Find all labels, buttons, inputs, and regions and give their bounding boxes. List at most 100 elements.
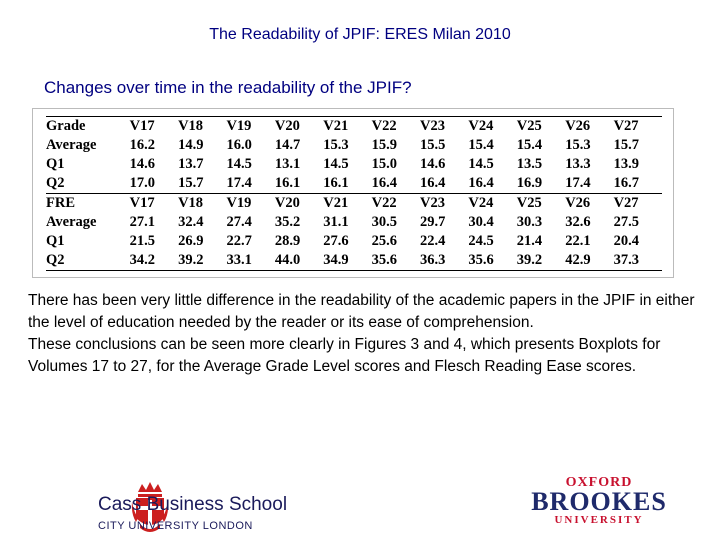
table-cell: 27.5	[613, 214, 639, 230]
table-cell: 16.1	[323, 175, 349, 191]
table-cell: 37.3	[613, 251, 662, 271]
table-cell: 36.3	[420, 251, 469, 271]
table-cell: 15.7	[613, 137, 639, 153]
table-cell: 15.3	[565, 137, 591, 153]
table-cell: 14.5	[226, 156, 252, 172]
table-cell: 42.9	[565, 251, 614, 271]
table-cell: 24.5	[468, 233, 494, 249]
table-column-header: V25	[516, 193, 566, 213]
table-cell: 22.1	[565, 233, 591, 249]
table-cell: 34.9	[323, 251, 372, 271]
table-cell: 44.0	[274, 251, 324, 271]
table-header-row: Grade V17 V18 V19 V20 V21 V22 V23 V24 V25 V26 V27	[46, 116, 662, 136]
readability-table-image: Grade V17 V18 V19 V20 V21 V22 V23 V24 V25 V26 V27 Av…	[32, 108, 674, 278]
slide-subtitle: Changes over time in the readability of …	[44, 78, 412, 97]
table-column-header: V27	[613, 193, 662, 213]
table-cell: 15.4	[468, 137, 494, 153]
table-cell: 16.9	[516, 175, 543, 191]
table-column-header: V26	[565, 116, 614, 136]
table-cell: 29.7	[420, 214, 446, 230]
table-row: Average 16.2 14.9 16.0 14.7 15.3 15.9 15.5 15.4 1…	[46, 136, 662, 155]
table-cell: 15.3	[323, 137, 349, 153]
table-column-header: V20	[274, 193, 324, 213]
table-cell: 27.4	[226, 214, 252, 230]
table-cell: 31.1	[323, 214, 349, 230]
table-cell: 25.6	[371, 233, 397, 249]
table-row-label: Q1	[46, 233, 65, 249]
table-cell: 26.9	[178, 233, 204, 249]
table-column-header: V19	[226, 193, 275, 213]
table-section-label: Grade	[46, 116, 130, 136]
table-cell: 15.7	[178, 175, 204, 191]
table-column-header: V27	[613, 116, 662, 136]
table-cell: 15.9	[371, 137, 397, 153]
table-cell: 34.2	[129, 251, 179, 271]
readability-table: Grade V17 V18 V19 V20 V21 V22 V23 V24 V25 V26 V27 Av…	[46, 116, 662, 271]
oxford-brookes-logo: OXFORD BROOKES UNIVERSITY	[531, 475, 667, 526]
table-cell: 14.6	[129, 156, 156, 172]
table-cell: 17.0	[129, 175, 156, 191]
table-row: Q2 34.2 39.2 33.1 44.0 34.9 35.6 36.3 35.6 39.2 42…	[46, 251, 662, 271]
table-cell: 17.4	[565, 175, 591, 191]
table-cell: 32.6	[565, 214, 591, 230]
table-cell: 16.7	[613, 175, 639, 191]
page-title: The Readability of JPIF: ERES Milan 2010	[209, 26, 511, 43]
table-row: Q2 17.0 15.7 17.4 16.1 16.1 16.4 16.4 16.4 16.9 17…	[46, 174, 662, 194]
table-column-header: V25	[516, 116, 566, 136]
table-cell: 13.5	[516, 156, 543, 172]
table-row-label: Q2	[46, 175, 65, 191]
table-cell: 16.4	[371, 175, 397, 191]
table-cell: 16.1	[274, 175, 301, 191]
table-cell: 27.6	[323, 233, 349, 249]
table-column-header: V18	[178, 116, 227, 136]
table-cell: 14.9	[178, 137, 204, 153]
table-column-header: V24	[468, 193, 517, 213]
table-column-header: V19	[226, 116, 275, 136]
brookes-line2: BROOKES	[531, 487, 667, 516]
brookes-line3: UNIVERSITY	[554, 514, 643, 526]
table-column-header: V26	[565, 193, 614, 213]
table-column-header: V17	[129, 193, 179, 213]
table-row-label: Average	[46, 137, 97, 153]
table-cell: 16.4	[468, 175, 494, 191]
table-cell: 13.7	[178, 156, 204, 172]
table-cell: 28.9	[274, 233, 301, 249]
table-cell: 16.2	[129, 137, 156, 153]
table-cell: 14.5	[468, 156, 494, 172]
body-paragraph-2: These conclusions can be seen more clear…	[28, 336, 661, 375]
table-row-label: Q1	[46, 156, 65, 172]
table-column-header: V23	[420, 116, 469, 136]
table-column-header: V21	[323, 116, 372, 136]
table-header-row: FRE V17 V18 V19 V20 V21 V22 V23 V24 V25 V26 V27	[46, 193, 662, 213]
body-paragraph-1: There has been very little difference in…	[28, 292, 695, 331]
table-row: Q1 14.6 13.7 14.5 13.1 14.5 15.0 14.6 14.5 13.5 13…	[46, 155, 662, 174]
table-cell: 17.4	[226, 175, 252, 191]
table-cell: 14.6	[420, 156, 446, 172]
table-column-header: V22	[371, 193, 421, 213]
table-cell: 30.5	[371, 214, 397, 230]
table-cell: 16.0	[226, 137, 252, 153]
table-column-header: V20	[274, 116, 324, 136]
table-cell: 21.5	[129, 233, 156, 249]
table-cell: 27.1	[129, 214, 156, 230]
table-column-header: V24	[468, 116, 517, 136]
table-cell: 32.4	[178, 214, 204, 230]
table-column-header: V22	[371, 116, 421, 136]
table-cell: 30.3	[516, 214, 543, 230]
table-column-header: V18	[178, 193, 227, 213]
table-cell: 33.1	[226, 251, 275, 271]
table-section-label: FRE	[46, 193, 130, 213]
table-cell: 39.2	[178, 251, 227, 271]
table-cell: 15.5	[420, 137, 446, 153]
table-cell: 16.4	[420, 175, 446, 191]
table-cell: 30.4	[468, 214, 494, 230]
table-cell: 35.6	[371, 251, 421, 271]
table-column-header: V23	[420, 193, 469, 213]
table-cell: 15.0	[371, 156, 397, 172]
table-cell: 22.7	[226, 233, 252, 249]
table-row-label: Average	[46, 214, 97, 230]
cass-name: Cass Business School	[98, 494, 288, 515]
table-cell: 15.4	[516, 137, 543, 153]
table-cell: 13.9	[613, 156, 639, 172]
table-cell: 14.5	[323, 156, 349, 172]
